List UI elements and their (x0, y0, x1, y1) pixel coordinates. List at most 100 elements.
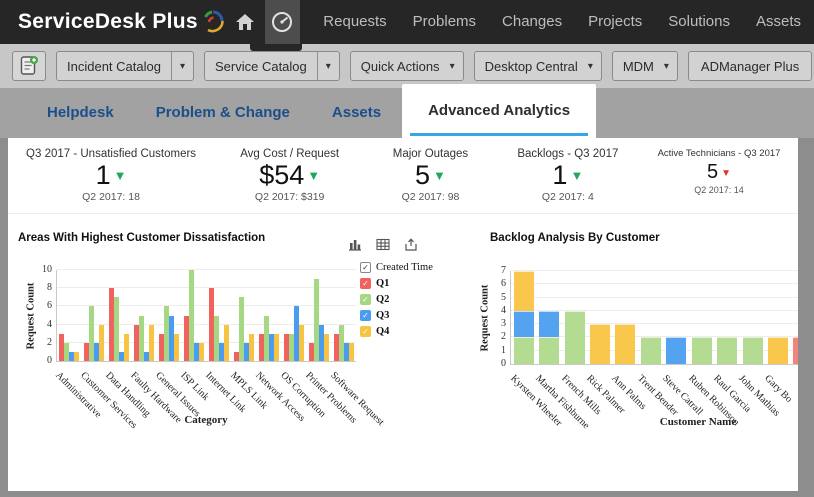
bar-q3-internet-link[interactable] (218, 342, 224, 361)
bar-q1-administrative[interactable] (59, 333, 65, 361)
stacked-bar-clipped[interactable] (793, 271, 798, 364)
tab-problem-change[interactable]: Problem & Change (155, 104, 290, 121)
bar-q1-general-issues[interactable] (159, 333, 165, 361)
segment-yellow[interactable] (513, 271, 534, 311)
segment-green[interactable] (564, 310, 585, 364)
bar-q1-mpls-link[interactable] (233, 351, 239, 361)
stacked-bar-martha-fishburne[interactable] (539, 271, 560, 364)
bar-q2-mpls-link[interactable] (238, 297, 244, 361)
bar-q4-printer-problems[interactable] (323, 333, 329, 361)
bar-q1-customer-services[interactable] (84, 342, 90, 361)
bar-q1-data-handling[interactable] (109, 288, 115, 361)
app-logo[interactable]: ServiceDesk Plus (18, 9, 225, 35)
segment-green[interactable] (742, 337, 763, 364)
nav-item-requests[interactable]: Requests (323, 13, 387, 30)
bar-q1-network-access[interactable] (258, 333, 264, 361)
bar-q2-isp-link[interactable] (189, 270, 195, 361)
bar-q4-software-request[interactable] (348, 342, 354, 361)
bar-q4-os-corruption[interactable] (298, 324, 304, 361)
bar-q3-general-issues[interactable] (169, 315, 175, 361)
bar-q4-internet-link[interactable] (223, 324, 229, 361)
legend-item-q1[interactable]: ✓ Q1 (360, 278, 433, 289)
bar-q2-administrative[interactable] (64, 342, 70, 361)
bar-q1-isp-link[interactable] (184, 315, 190, 361)
bar-q1-os-corruption[interactable] (283, 333, 289, 361)
bar-q2-data-handling[interactable] (114, 297, 120, 361)
stacked-bar-gary-bo[interactable] (767, 271, 788, 364)
bar-q2-os-corruption[interactable] (288, 333, 294, 361)
legend-item-q4[interactable]: ✓ Q4 (360, 326, 433, 337)
bar-q2-network-access[interactable] (263, 315, 269, 361)
bar-q1-faulty-hardware[interactable] (134, 324, 140, 361)
segment-yellow[interactable] (589, 324, 610, 364)
nav-item-changes[interactable]: Changes (502, 13, 563, 30)
nav-item-solutions[interactable]: Solutions (668, 13, 730, 30)
bar-q3-faulty-hardware[interactable] (144, 351, 150, 361)
mdm-button[interactable]: MDM ▾ (611, 51, 678, 81)
bar-q2-software-request[interactable] (338, 324, 344, 361)
bar-q2-faulty-hardware[interactable] (139, 315, 145, 361)
segment-green[interactable] (640, 337, 661, 364)
nav-item-problems[interactable]: Problems (412, 13, 477, 30)
bar-q2-printer-problems[interactable] (313, 279, 319, 361)
bar-q2-general-issues[interactable] (164, 306, 170, 361)
stacked-bar-john-mathias[interactable] (742, 271, 763, 364)
bar-q1-software-request[interactable] (333, 333, 339, 361)
segment-blue[interactable] (539, 310, 560, 338)
segment-yellow[interactable] (615, 324, 636, 364)
stacked-bar-ruben-robinson[interactable] (691, 271, 712, 364)
bar-q4-data-handling[interactable] (124, 333, 130, 361)
bar-q4-customer-services[interactable] (99, 324, 105, 361)
bar-q3-administrative[interactable] (69, 351, 75, 361)
quick-actions-button[interactable]: Quick Actions ▾ (349, 51, 464, 81)
segment-green[interactable] (717, 337, 738, 364)
bar-q4-administrative[interactable] (74, 351, 80, 361)
bar-q1-printer-problems[interactable] (308, 342, 314, 361)
dashboard-nav-button[interactable] (264, 0, 301, 44)
new-request-button[interactable] (12, 51, 46, 81)
bar-q3-mpls-link[interactable] (243, 342, 249, 361)
incident-catalog-button[interactable]: Incident Catalog ▾ (56, 51, 194, 81)
bar-q4-network-access[interactable] (273, 333, 279, 361)
tab-helpdesk[interactable]: Helpdesk (47, 104, 114, 121)
bar-q3-isp-link[interactable] (194, 342, 200, 361)
bar-q4-faulty-hardware[interactable] (149, 324, 155, 361)
segment-green[interactable] (691, 337, 712, 364)
stacked-bar-rick-palmer[interactable] (589, 271, 610, 364)
bar-chart-icon[interactable] (348, 238, 362, 256)
bar-q3-network-access[interactable] (268, 333, 274, 361)
bar-q3-software-request[interactable] (343, 342, 349, 361)
stacked-bar-kyrsten-wheeler[interactable] (513, 271, 534, 364)
nav-item-assets[interactable]: Assets (755, 13, 801, 30)
legend-item-q3[interactable]: ✓ Q3 (360, 310, 433, 321)
bar-q1-internet-link[interactable] (208, 288, 214, 361)
bar-q4-isp-link[interactable] (199, 342, 205, 361)
legend-created-time[interactable]: ✓ Created Time (360, 262, 433, 273)
segment-green[interactable] (539, 337, 560, 364)
segment-blue[interactable] (666, 337, 687, 364)
home-nav-button[interactable] (227, 0, 263, 44)
tab-assets[interactable]: Assets (331, 104, 382, 121)
service-catalog-button[interactable]: Service Catalog ▾ (203, 51, 340, 81)
bar-q4-mpls-link[interactable] (248, 333, 254, 361)
stacked-bar-steve-catrall[interactable] (666, 271, 687, 364)
bar-q2-customer-services[interactable] (89, 306, 95, 361)
desktop-central-button[interactable]: Desktop Central ▾ (473, 51, 602, 81)
bar-q3-printer-problems[interactable] (318, 324, 324, 361)
nav-item-projects[interactable]: Projects (588, 13, 643, 30)
bar-q2-internet-link[interactable] (213, 315, 219, 361)
stacked-bar-french-mills[interactable] (564, 271, 585, 364)
bar-q3-customer-services[interactable] (94, 342, 100, 361)
bar-q4-general-issues[interactable] (174, 333, 180, 361)
segment-green[interactable] (513, 337, 534, 364)
stacked-bar-trent-bender[interactable] (640, 271, 661, 364)
segment-yellow[interactable] (767, 337, 788, 364)
table-icon[interactable] (376, 238, 390, 256)
segment-blue[interactable] (513, 310, 534, 338)
stacked-bar-ann-palms[interactable] (615, 271, 636, 364)
export-icon[interactable] (404, 238, 418, 256)
segment-red[interactable] (793, 337, 798, 364)
admanager-plus-button[interactable]: ADManager Plus (687, 51, 813, 81)
legend-item-q2[interactable]: ✓ Q2 (360, 294, 433, 305)
bar-q3-os-corruption[interactable] (293, 306, 299, 361)
